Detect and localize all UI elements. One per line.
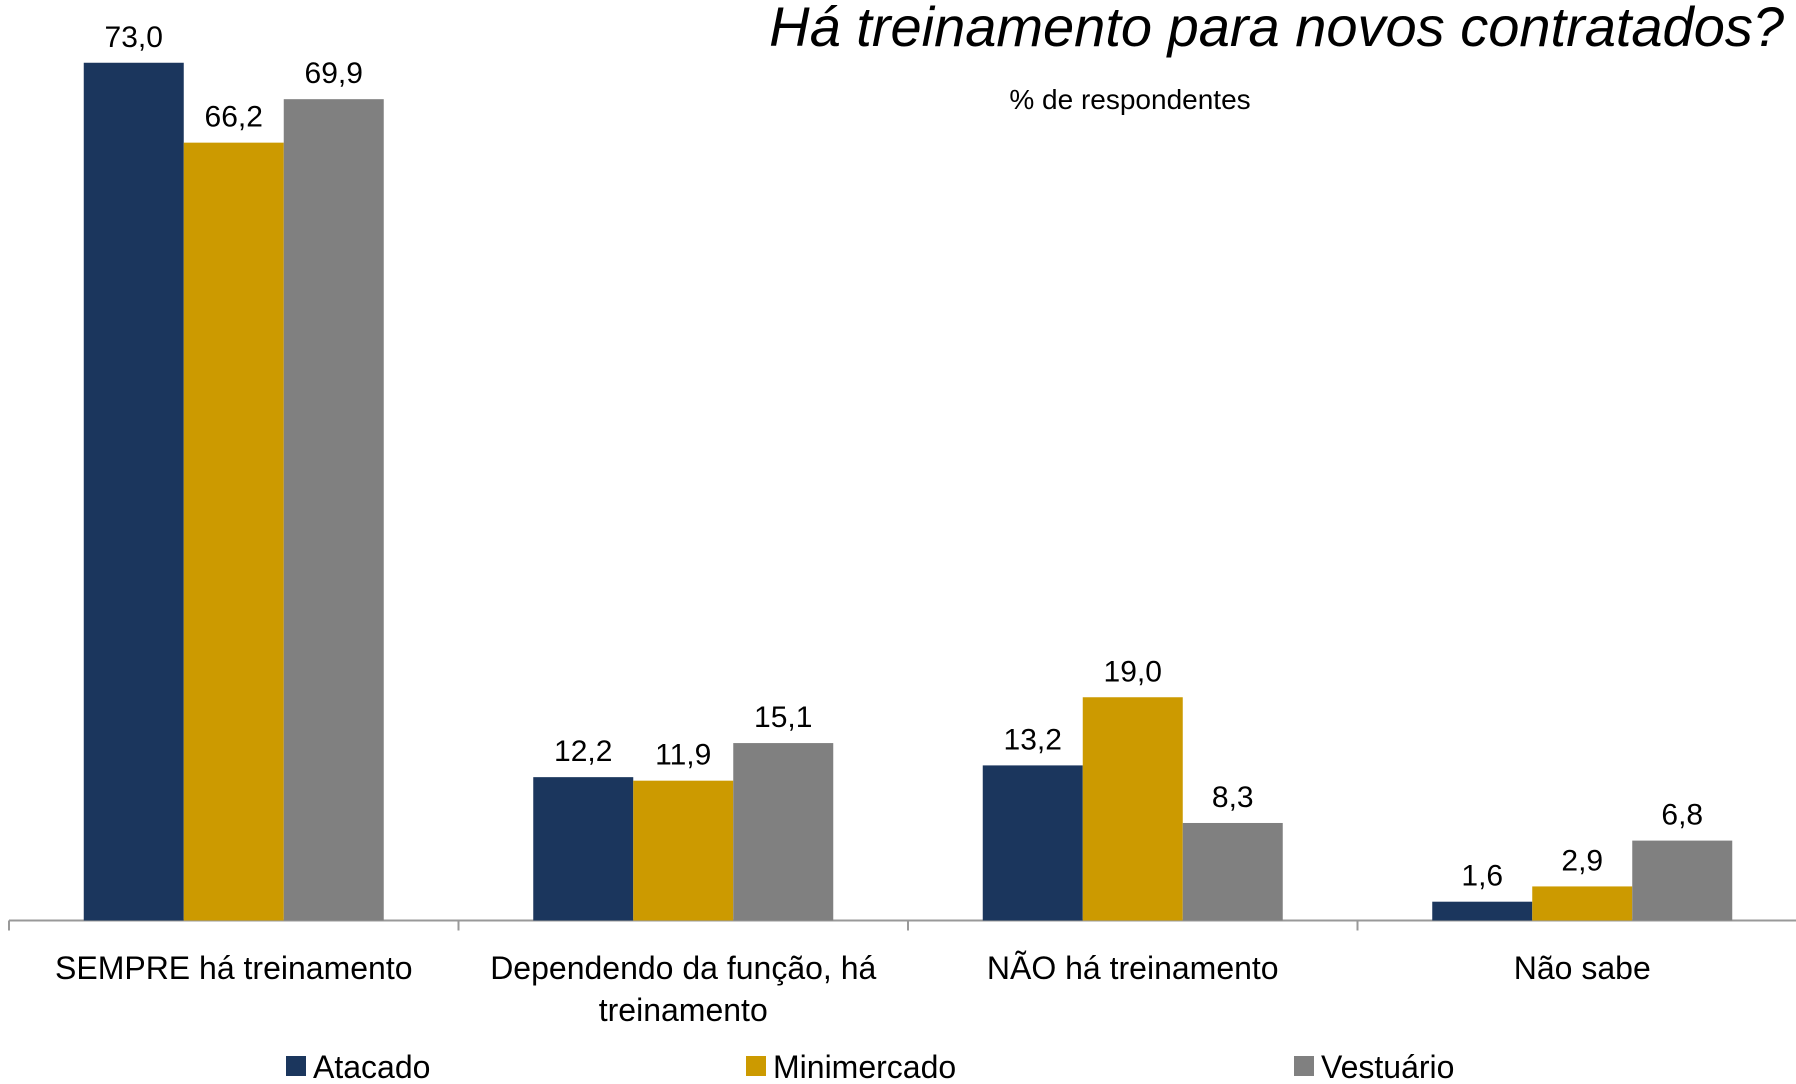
data-label: 2,9	[1561, 844, 1603, 877]
data-label: 13,2	[1004, 723, 1062, 756]
bar	[1082, 697, 1183, 921]
legend-swatch	[746, 1056, 766, 1076]
bar	[183, 142, 284, 921]
legend-label: Atacado	[313, 1049, 430, 1084]
bar	[1432, 901, 1533, 921]
legend-label: Minimercado	[773, 1049, 956, 1084]
data-label: 6,8	[1661, 799, 1703, 832]
bar	[633, 780, 734, 921]
chart-title: Há treinamento para novos contratados?	[769, 0, 1784, 58]
bar	[982, 765, 1083, 921]
chart-subtitle: % de respondentes	[1009, 84, 1251, 115]
x-tick-label: Dependendo da função, há treinamento	[490, 949, 877, 1028]
data-label: 73,0	[105, 21, 163, 54]
legend-label: Vestuário	[1321, 1049, 1454, 1084]
legend-swatch	[286, 1056, 306, 1076]
legend-swatch	[1294, 1056, 1314, 1076]
bar	[1632, 840, 1733, 921]
x-tick-label: NÃO há treinamento	[986, 949, 1279, 986]
bar	[83, 62, 184, 921]
x-tick-label: SEMPRE há treinamento	[55, 949, 413, 986]
data-label: 66,2	[205, 101, 263, 134]
data-label: 69,9	[305, 57, 363, 90]
bar	[283, 99, 384, 921]
data-label: 15,1	[754, 701, 812, 734]
bar	[533, 777, 634, 921]
data-label: 12,2	[554, 735, 612, 768]
data-label: 1,6	[1461, 860, 1503, 893]
bar	[1182, 822, 1283, 921]
bar	[733, 743, 834, 921]
data-label: 19,0	[1104, 655, 1162, 688]
data-label: 8,3	[1212, 781, 1254, 814]
bar	[1532, 886, 1633, 921]
x-tick-label: Não sabe	[1513, 949, 1651, 986]
data-label: 11,9	[655, 739, 711, 772]
